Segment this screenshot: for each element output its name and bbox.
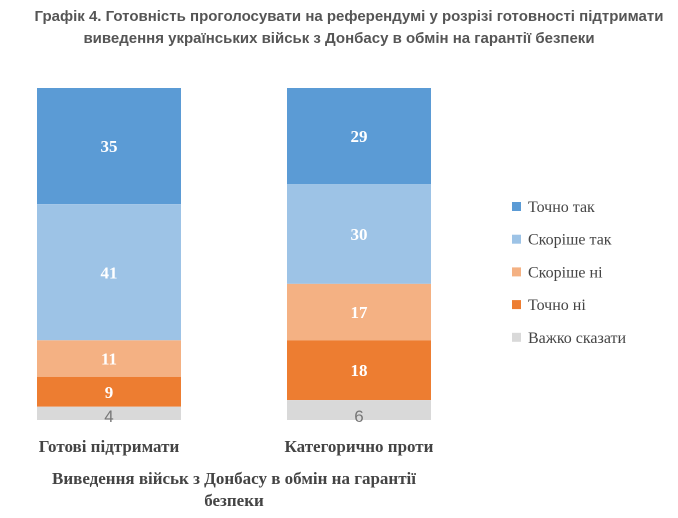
- bar-segment: [287, 283, 431, 341]
- category-label: Категорично проти: [285, 437, 434, 456]
- legend-label: Важко сказати: [528, 330, 627, 347]
- legend-swatch: [512, 300, 521, 310]
- legend-swatch: [512, 267, 521, 277]
- x-axis-title: Виведення військ з Донбасу в обмін на га…: [52, 469, 416, 488]
- bar-segment: [37, 340, 181, 377]
- legend-label: Скоріше так: [528, 232, 612, 249]
- bar-segment: [287, 400, 431, 420]
- bar-segment: [37, 88, 181, 205]
- data-label: 11: [101, 350, 117, 369]
- data-label: 6: [354, 407, 363, 426]
- bar-segment: [37, 376, 181, 407]
- data-label: 4: [104, 407, 113, 426]
- bar-segment: [37, 204, 181, 341]
- legend-label: Точно так: [528, 199, 595, 216]
- chart-title-line-1: Графік 4. Готовність проголосувати на ре…: [34, 8, 664, 25]
- data-label: 17: [351, 303, 369, 322]
- data-label: 30: [351, 225, 368, 244]
- data-label: 9: [105, 383, 114, 402]
- data-label: 18: [351, 361, 368, 380]
- legend-swatch: [512, 202, 521, 211]
- legend-swatch: [512, 234, 521, 244]
- bar-segment: [287, 340, 431, 401]
- data-label: 35: [101, 137, 118, 156]
- category-label: Готові підтримати: [39, 437, 180, 456]
- bar-segment: [287, 184, 431, 284]
- legend-label: Точно ні: [528, 297, 586, 314]
- legend-label: Скоріше ні: [528, 264, 603, 281]
- chart-title-line-2: виведення українських військ з Донбасу в…: [83, 30, 595, 47]
- data-label: 41: [101, 263, 118, 282]
- chart-title: Графік 4. Готовність проголосувати на ре…: [0, 6, 678, 50]
- legend-swatch: [512, 332, 521, 342]
- bar-segment: [37, 406, 181, 420]
- bar-segment: [287, 88, 431, 185]
- x-axis-title: безпеки: [204, 491, 264, 510]
- data-label: 29: [351, 127, 368, 146]
